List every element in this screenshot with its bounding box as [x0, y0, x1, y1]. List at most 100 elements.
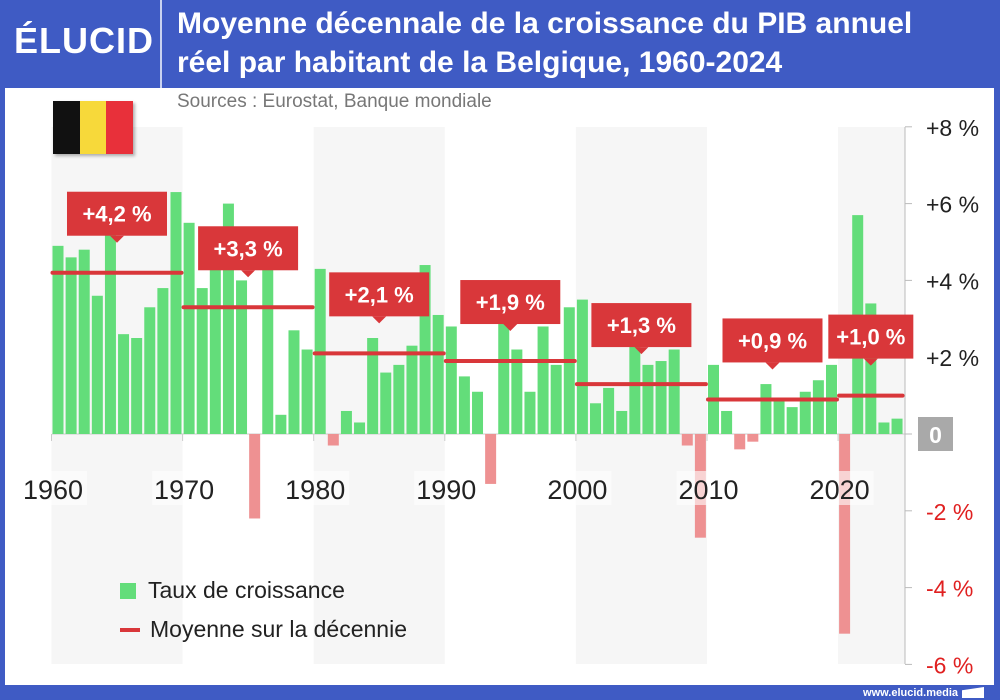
bar-1994 [498, 322, 510, 434]
x-label-bg [676, 471, 743, 505]
y-tick-label: +2 % [926, 345, 979, 371]
belgium-flag-icon [53, 101, 134, 154]
decade-band [575, 127, 707, 664]
legend-label: Moyenne sur la décennie [150, 616, 407, 642]
bar-2006 [655, 361, 667, 434]
mean-label-box [329, 272, 430, 317]
mean-label-pointer [503, 324, 518, 332]
bar-1992 [472, 391, 484, 434]
bar-2001 [590, 403, 602, 434]
bar-2000 [576, 299, 588, 434]
x-label-bg [807, 471, 874, 505]
bar-1987 [406, 345, 418, 434]
x-tick-label: 1990 [416, 475, 476, 505]
elucid-mark-icon [962, 687, 984, 698]
x-label-bg [283, 471, 350, 505]
bar-1978 [288, 330, 300, 434]
mean-label: +4,2 % [82, 202, 151, 227]
bar-1962 [78, 249, 90, 434]
bar-1966 [131, 338, 143, 434]
legend-label: Taux de croissance [148, 577, 345, 603]
bar-1971 [196, 288, 208, 434]
bar-2012 [734, 434, 746, 450]
bar-1961 [65, 257, 77, 434]
bar-1993 [485, 434, 497, 484]
mean-label-box [591, 303, 692, 348]
bar-1989 [432, 314, 444, 434]
mean-label-box [66, 191, 167, 236]
x-label-bg [152, 471, 219, 505]
bar-1967 [144, 307, 156, 434]
footer-url[interactable]: www.elucid.media [863, 687, 958, 699]
mean-label-box [828, 314, 914, 359]
x-tick-label: 1960 [23, 475, 83, 505]
x-tick-label: 1980 [285, 475, 345, 505]
mean-label-pointer [372, 316, 387, 324]
bar-1960 [52, 245, 64, 434]
title-line-1: Moyenne décennale de la croissance du PI… [177, 7, 913, 40]
x-tick-label: 2000 [547, 475, 607, 505]
mean-label: +3,3 % [214, 236, 283, 261]
bar-2014 [760, 384, 772, 434]
bar-2015 [773, 399, 785, 434]
header-divider [160, 0, 162, 88]
mean-label-pointer [765, 362, 780, 370]
mean-label-box [722, 318, 823, 363]
bar-1964 [104, 230, 116, 434]
bar-1990 [445, 326, 457, 434]
x-tick-label: 1970 [154, 475, 214, 505]
bar-1984 [367, 338, 379, 434]
bar-2005 [642, 364, 654, 434]
bar-1985 [380, 372, 392, 434]
bar-1979 [301, 349, 313, 434]
mean-label-pointer [634, 347, 649, 355]
y-tick-label: +8 % [926, 115, 979, 141]
x-label-bg [414, 471, 481, 505]
mean-label-box [198, 226, 299, 271]
bar-2011 [721, 410, 733, 434]
bar-1975 [249, 434, 261, 519]
bar-1998 [550, 364, 562, 434]
mean-label: +1,9 % [476, 290, 545, 315]
x-tick-label: 2010 [678, 475, 738, 505]
legend-item-mean: Moyenne sur la décennie [120, 616, 407, 643]
mean-label: +1,0 % [836, 325, 905, 350]
y-tick-label: +4 % [926, 268, 979, 294]
legend-swatch-green [120, 582, 136, 599]
y-tick-label: 0 [929, 422, 942, 448]
header: ÉLUCID Moyenne décennale de la croissanc… [0, 0, 1000, 88]
bar-2024 [891, 418, 903, 434]
y-tick-label: +6 % [926, 192, 979, 218]
bar-1997 [537, 326, 549, 434]
bar-1969 [170, 192, 182, 434]
bar-1996 [524, 391, 536, 434]
x-tick-label: 2020 [810, 475, 870, 505]
y-tick-label: -6 % [926, 652, 973, 678]
bar-2007 [668, 349, 680, 434]
bar-2013 [747, 434, 759, 442]
sources: Sources : Eurostat, Banque mondiale [177, 91, 492, 112]
title-line-2: réel par habitant de la Belgique, 1960-2… [177, 46, 783, 79]
bar-2022 [865, 303, 877, 434]
y-tick-label: -2 % [926, 499, 973, 525]
bar-1981 [327, 434, 339, 446]
bar-1970 [183, 222, 195, 434]
y-tick-label: -4 % [926, 576, 973, 602]
bar-1972 [209, 234, 221, 434]
bar-1977 [275, 414, 287, 434]
elucid-logo: ÉLUCID [14, 20, 154, 61]
bar-1982 [340, 410, 352, 434]
zero-label-box [918, 417, 953, 451]
bar-2002 [603, 387, 615, 434]
bar-1968 [157, 288, 169, 434]
mean-label-box [460, 280, 561, 325]
mean-label-pointer [109, 235, 124, 243]
bar-2004 [629, 322, 641, 434]
bar-2003 [616, 410, 628, 434]
bar-1974 [236, 280, 248, 434]
bar-1991 [458, 376, 470, 434]
mean-label: +1,3 % [607, 313, 676, 338]
mean-label-pointer [863, 358, 878, 366]
bar-2023 [878, 422, 890, 434]
